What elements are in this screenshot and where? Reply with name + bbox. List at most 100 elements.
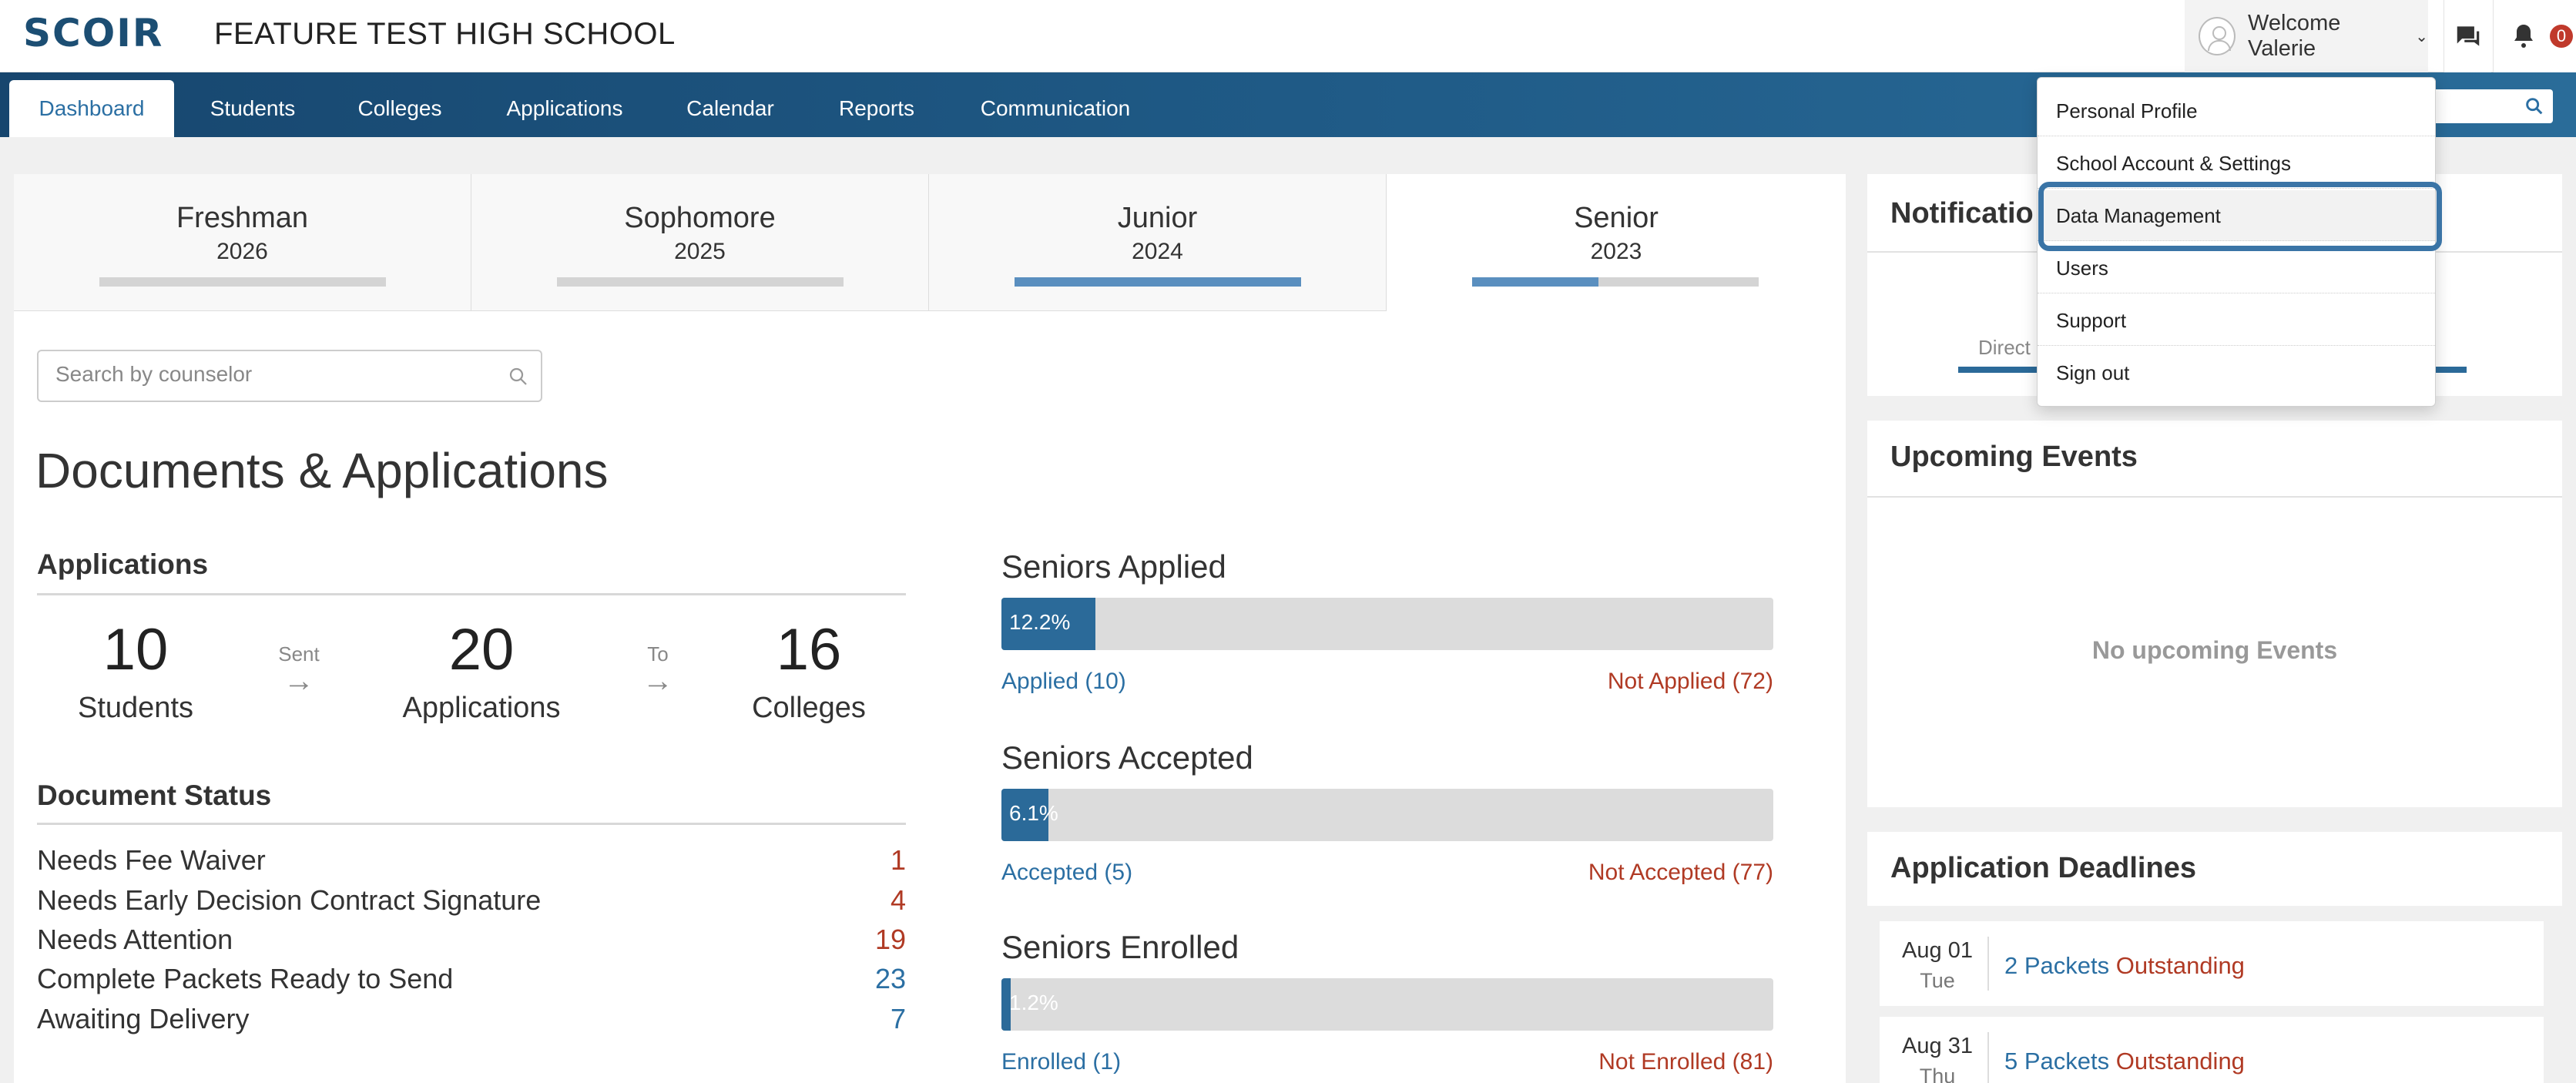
seniors-enrolled-percent: 1.2% (1009, 991, 1058, 1014)
class-name: Sophomore (624, 202, 776, 234)
class-tab-junior[interactable]: Junior 2024 (929, 174, 1387, 311)
students-label: Students (78, 692, 193, 724)
class-name: Freshman (176, 202, 309, 234)
applied-link[interactable]: Applied (10) (1001, 669, 1126, 694)
welcome-label: Welcome Valerie (2248, 11, 2341, 61)
not-enrolled-link[interactable]: Not Enrolled (81) (1598, 1049, 1773, 1075)
not-applied-link[interactable]: Not Applied (72) (1607, 669, 1773, 694)
doc-status-count[interactable]: 23 (874, 963, 906, 994)
notifications-heading: Notificatio (1890, 197, 2034, 230)
doc-status-label: Awaiting Delivery (37, 1003, 250, 1034)
deadline-summary[interactable]: 5 Packets Outstanding (2004, 1048, 2245, 1075)
deadline-status: Outstanding (2115, 952, 2245, 979)
counselor-search-field[interactable] (37, 350, 542, 402)
arrow-right-icon: → (283, 664, 314, 698)
menu-item-users[interactable]: Users (2038, 243, 2435, 293)
deadline-summary[interactable]: 2 Packets Outstanding (2004, 952, 2245, 980)
arrow-right-icon: → (642, 664, 673, 698)
no-events-message: No upcoming Events (2091, 636, 2338, 664)
seniors-accepted-bar: 6.1% (1001, 789, 1773, 841)
class-tab-sophomore[interactable]: Sophomore 2025 (471, 174, 929, 311)
class-progress-fill (1472, 277, 1598, 287)
class-tab-freshman[interactable]: Freshman 2026 (14, 174, 471, 311)
colleges-label: Colleges (752, 692, 866, 724)
messages-button[interactable] (2444, 0, 2491, 72)
applications-heading: Applications (37, 548, 209, 580)
deadline-status: Outstanding (2115, 1048, 2245, 1075)
deadline-day: Tue (1920, 969, 1955, 992)
sent-label: Sent (278, 642, 320, 666)
notifications-button[interactable]: 0 (2493, 0, 2576, 72)
doc-status-label: Needs Fee Waiver (37, 844, 266, 876)
class-year: 2024 (1132, 239, 1183, 264)
seniors-applied-percent: 12.2% (1009, 610, 1071, 634)
menu-item-sign-out[interactable]: Sign out (2056, 361, 2130, 384)
colleges-count: 16 (776, 617, 842, 682)
not-accepted-link[interactable]: Not Accepted (77) (1588, 860, 1773, 885)
enrolled-link[interactable]: Enrolled (1) (1001, 1049, 1122, 1075)
doc-status-count[interactable]: 19 (874, 924, 906, 955)
notifications-tab-label[interactable]: Direct (1978, 336, 2031, 359)
class-progress-bar (99, 277, 386, 287)
tab-communication[interactable]: Communication (980, 96, 1131, 120)
seniors-enrolled-bar: 1.2% (1001, 978, 1773, 1031)
class-progress-fill (1015, 277, 1301, 287)
class-progress-bar (1015, 277, 1301, 287)
user-dropdown-menu: Personal Profile School Account & Settin… (2037, 77, 2436, 407)
tab-dashboard[interactable]: Dashboard (9, 80, 174, 137)
doc-status-label: Needs Attention (37, 924, 233, 955)
seniors-enrolled-title: Seniors Enrolled (1001, 929, 1239, 965)
counselor-search-input[interactable] (55, 362, 487, 387)
divider (1987, 1032, 1989, 1083)
deadline-day: Thu (1919, 1065, 1956, 1083)
seniors-applied-bar: 12.2% (1001, 598, 1773, 650)
application-deadlines-heading: Application Deadlines (1890, 852, 2196, 884)
doc-status-row[interactable]: Needs Fee Waiver 1 (37, 844, 906, 884)
application-deadlines-card: Application Deadlines (1867, 832, 2562, 906)
seniors-applied-fill (1001, 598, 1096, 650)
deadline-row[interactable]: Aug 31 Thu 5 Packets Outstanding (1880, 1017, 2544, 1083)
search-icon[interactable] (2524, 96, 2545, 117)
class-name: Senior (1574, 202, 1659, 234)
doc-status-row[interactable]: Awaiting Delivery 7 (37, 1003, 906, 1043)
tab-applications[interactable]: Applications (506, 96, 623, 120)
tab-colleges[interactable]: Colleges (357, 96, 442, 120)
class-tab-senior[interactable]: Senior 2023 (1387, 174, 1846, 311)
seniors-enrolled-fill (1001, 978, 1011, 1031)
deadline-row[interactable]: Aug 01 Tue 2 Packets Outstanding (1880, 921, 2544, 1006)
menu-item-support[interactable]: Support (2038, 295, 2435, 346)
divider (37, 593, 906, 595)
doc-status-count[interactable]: 7 (890, 1003, 906, 1034)
upcoming-events-heading: Upcoming Events (1890, 441, 2138, 473)
scoir-logo[interactable]: SCOIR (23, 11, 164, 55)
user-menu-toggle[interactable]: Welcome Valerie ⌄ (2185, 0, 2428, 72)
deadline-packets[interactable]: 2 Packets (2004, 952, 2110, 979)
doc-status-row[interactable]: Needs Early Decision Contract Signature … (37, 884, 906, 924)
divider (1987, 937, 1989, 991)
class-year: 2023 (1590, 239, 1642, 264)
tab-students[interactable]: Students (210, 96, 296, 120)
deadline-packets[interactable]: 5 Packets (2004, 1048, 2110, 1075)
avatar-icon (2199, 17, 2236, 55)
tab-calendar[interactable]: Calendar (686, 96, 774, 120)
doc-status-count[interactable]: 1 (890, 844, 906, 876)
document-status-heading: Document Status (37, 780, 272, 811)
menu-item-personal-profile[interactable]: Personal Profile (2038, 86, 2435, 136)
doc-status-count[interactable]: 4 (890, 884, 906, 916)
section-title: Documents & Applications (35, 443, 609, 498)
doc-status-label: Complete Packets Ready to Send (37, 963, 454, 994)
seniors-accepted-title: Seniors Accepted (1001, 739, 1253, 776)
accepted-link[interactable]: Accepted (5) (1001, 860, 1133, 885)
menu-item-school-account-settings[interactable]: School Account & Settings (2038, 138, 2435, 189)
divider (1867, 496, 2562, 498)
doc-status-row[interactable]: Needs Attention 19 (37, 924, 906, 964)
deadline-date: Aug 31 (1902, 1034, 1973, 1058)
seniors-accepted-fill (1001, 789, 1049, 841)
focus-highlight-ring (2038, 182, 2442, 251)
class-year: 2025 (674, 239, 726, 264)
global-search-input[interactable] (2427, 89, 2553, 123)
tab-reports[interactable]: Reports (838, 96, 915, 120)
doc-status-row[interactable]: Complete Packets Ready to Send 23 (37, 963, 906, 1003)
doc-status-label: Needs Early Decision Contract Signature (37, 884, 542, 916)
menu-item-data-management[interactable]: Data Management (2038, 190, 2435, 241)
